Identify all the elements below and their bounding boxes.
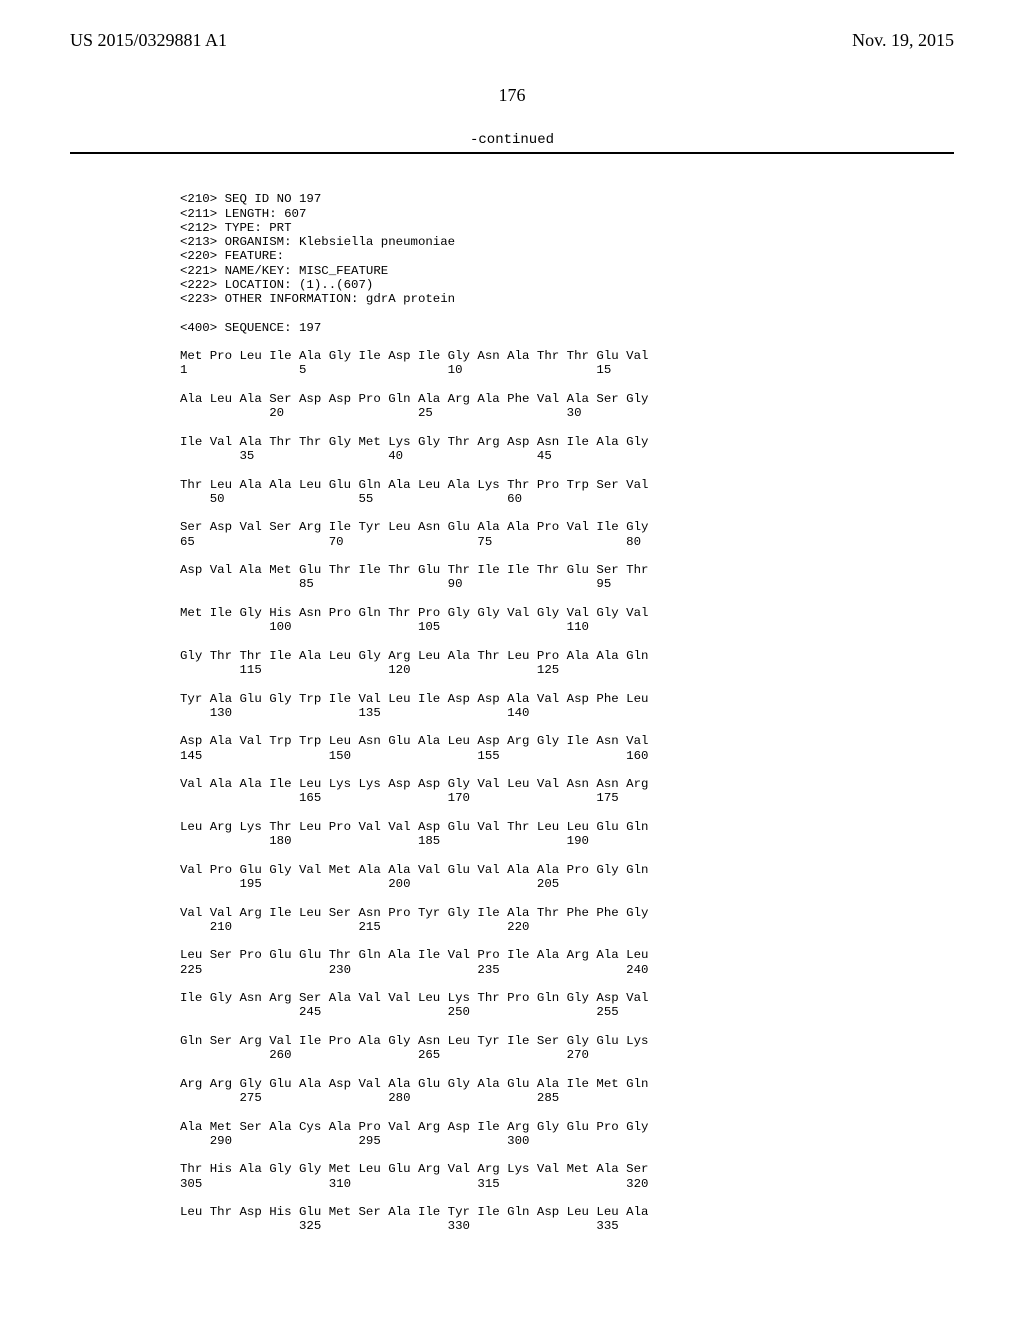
- publication-number: US 2015/0329881 A1: [70, 30, 227, 51]
- publication-date: Nov. 19, 2015: [852, 30, 954, 51]
- continued-label: -continued: [70, 132, 954, 148]
- horizontal-rule: [70, 152, 954, 154]
- page-number: 176: [70, 85, 954, 106]
- header-row: US 2015/0329881 A1 Nov. 19, 2015: [70, 30, 954, 51]
- sequence-listing: <210> SEQ ID NO 197 <211> LENGTH: 607 <2…: [180, 178, 954, 1248]
- page-container: US 2015/0329881 A1 Nov. 19, 2015 176 -co…: [0, 0, 1024, 1288]
